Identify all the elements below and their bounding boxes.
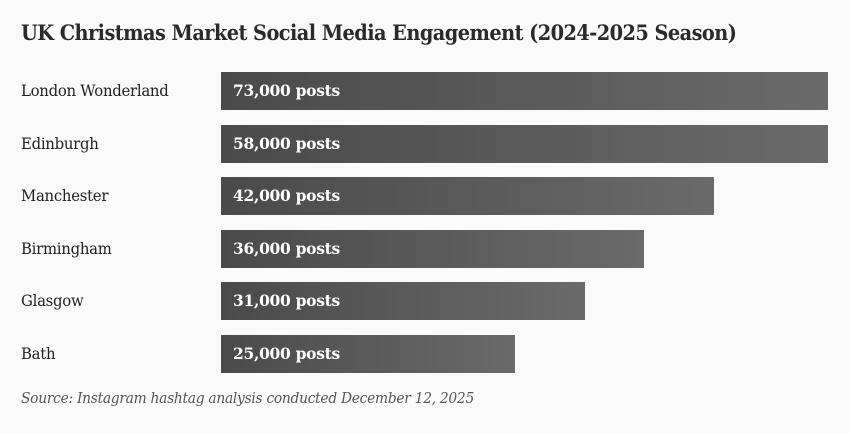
bar: 31,000 posts bbox=[221, 282, 585, 321]
bar: 42,000 posts bbox=[221, 177, 715, 216]
bar-row: Glasgow 31,000 posts bbox=[0, 282, 849, 321]
bar-value-label: 42,000 posts bbox=[233, 186, 340, 206]
chart-title: UK Christmas Market Social Media Engagem… bbox=[21, 20, 737, 45]
bar: 73,000 posts bbox=[221, 72, 828, 110]
category-label: Bath bbox=[21, 343, 56, 363]
category-label: Birmingham bbox=[21, 238, 112, 258]
bar-row: Bath 25,000 posts bbox=[0, 334, 849, 373]
bar-value-label: 25,000 posts bbox=[233, 343, 340, 363]
category-label: Manchester bbox=[21, 186, 109, 206]
bar-value-label: 31,000 posts bbox=[233, 291, 340, 311]
bar-row: Edinburgh 58,000 posts bbox=[0, 124, 849, 163]
bar-value-label: 58,000 posts bbox=[233, 133, 340, 153]
bar: 58,000 posts bbox=[221, 124, 828, 163]
bar-value-label: 36,000 posts bbox=[233, 238, 340, 258]
bar-chart: London Wonderland 73,000 posts Edinburgh 58… bbox=[0, 72, 849, 388]
source-note: Source: Instagram hashtag analysis condu… bbox=[21, 389, 474, 407]
category-label: Edinburgh bbox=[21, 133, 99, 153]
bar-row: Manchester 42,000 posts bbox=[0, 177, 849, 216]
bar-row: Birmingham 36,000 posts bbox=[0, 229, 849, 268]
bar-row: London Wonderland 73,000 posts bbox=[0, 72, 849, 110]
bar: 36,000 posts bbox=[221, 229, 644, 268]
bar-value-label: 73,000 posts bbox=[233, 81, 340, 100]
category-label: London Wonderland bbox=[21, 81, 169, 100]
category-label: Glasgow bbox=[21, 291, 84, 311]
bar: 25,000 posts bbox=[221, 334, 515, 373]
